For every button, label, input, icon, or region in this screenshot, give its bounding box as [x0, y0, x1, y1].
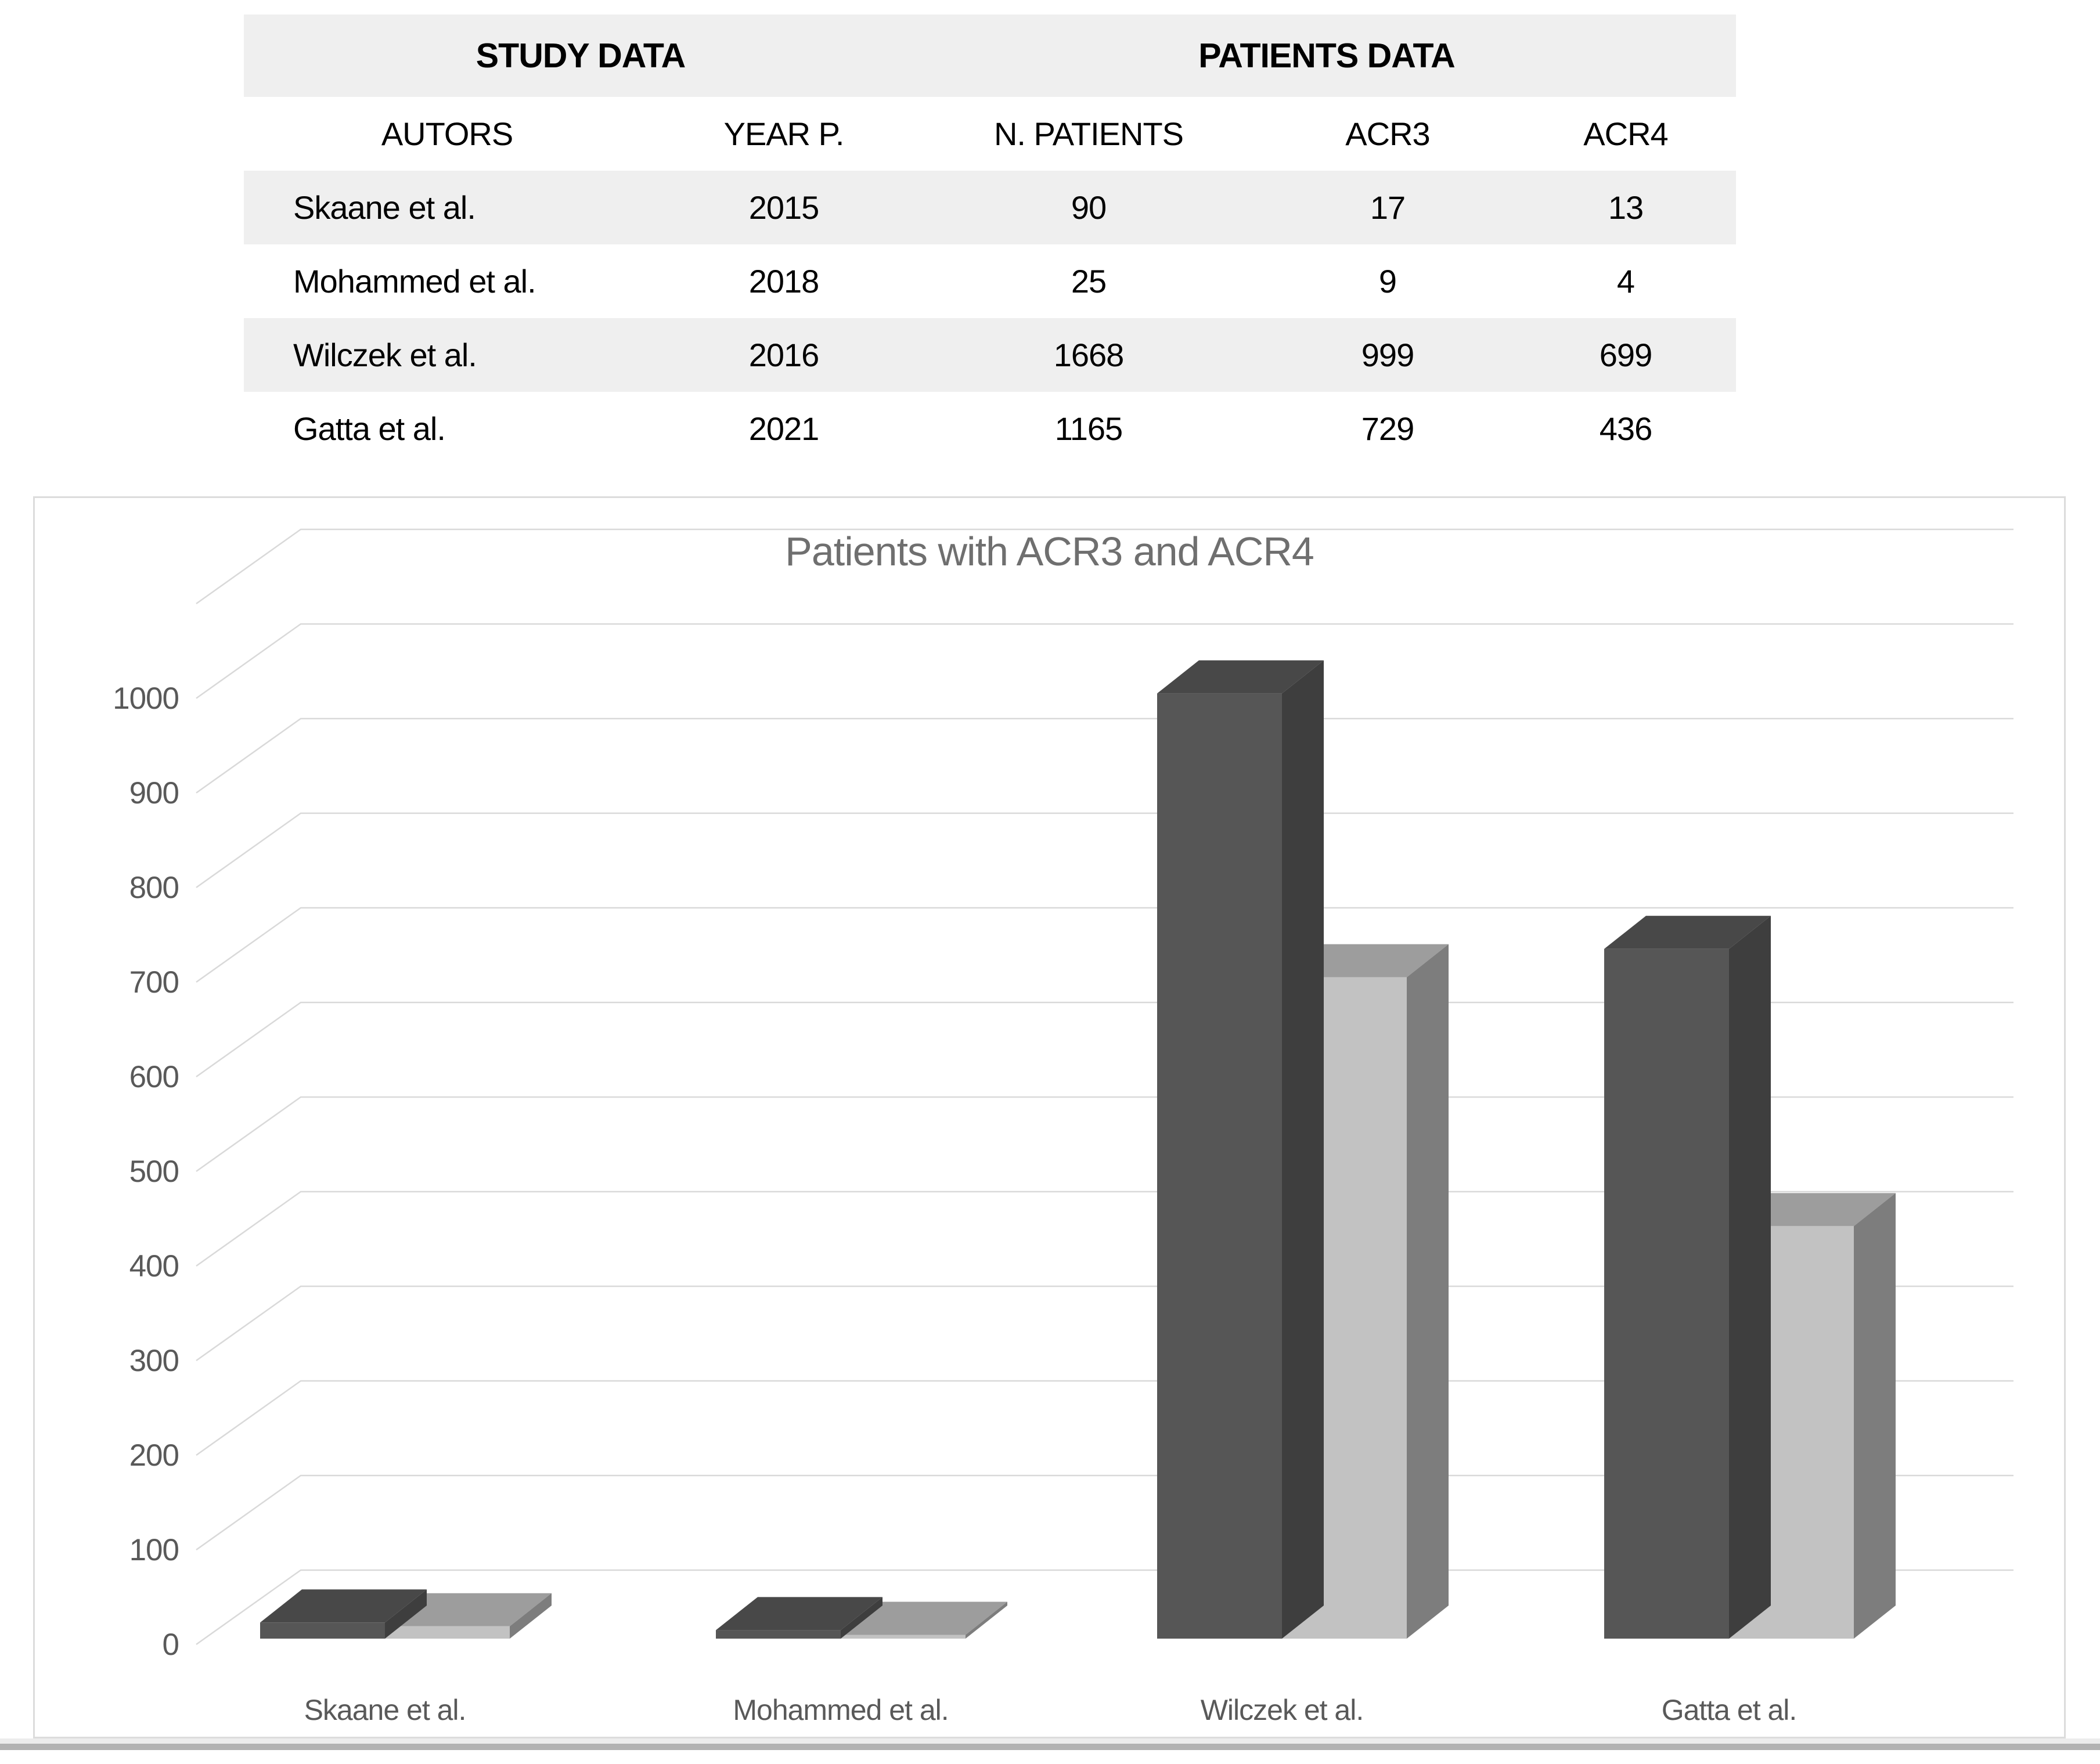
cell-acr4: 699 — [1599, 337, 1652, 373]
cell-autors: Wilczek et al. — [293, 337, 477, 373]
cell-acr3: 729 — [1361, 410, 1414, 447]
cell-acr3: 17 — [1370, 189, 1406, 226]
bar-acr3-gatta-side — [1729, 915, 1771, 1639]
bar-acr4-wilczek-side — [1407, 944, 1449, 1639]
y-tick-label-500: 500 — [129, 1155, 179, 1189]
cell-n_patients: 25 — [1071, 263, 1107, 300]
y-tick-label-400: 400 — [129, 1249, 179, 1283]
gridline-1100 — [196, 528, 2013, 605]
cell-acr4: 4 — [1616, 263, 1635, 300]
bar-acr3-skaane-top — [260, 1589, 427, 1623]
bar-acr3-wilczek-side — [1282, 660, 1324, 1639]
x-category-label-gatta: Gatta et al. — [1662, 1694, 1797, 1726]
bar-acr4-skaane-side — [510, 1593, 552, 1639]
gridline-700 — [196, 907, 2013, 983]
chart-container: Patients with ACR3 and ACR4 0 100 200 300 40… — [33, 496, 2066, 1738]
cell-year: 2015 — [748, 189, 820, 226]
bar-acr4-skaane-front — [385, 1626, 510, 1639]
cell-year: 2016 — [748, 337, 820, 373]
bar-acr3-mohammed-front — [716, 1630, 841, 1639]
table-group-header-row: STUDY DATA PATIENTS DATA — [244, 15, 1736, 97]
bar-acr3-mohammed-side — [841, 1597, 882, 1639]
x-category-label-skaane: Skaane et al. — [304, 1694, 466, 1726]
bottom-divider-dark — [0, 1744, 2100, 1750]
cell-autors: Gatta et al. — [293, 410, 446, 447]
cell-n_patients: 1165 — [1054, 410, 1123, 447]
y-tick-label-300: 300 — [129, 1344, 179, 1378]
chart-title: Patients with ACR3 and ACR4 — [785, 529, 1314, 574]
column-header-acr4: ACR4 — [1583, 116, 1668, 152]
cell-acr4: 436 — [1599, 410, 1652, 447]
y-tick-label-200: 200 — [129, 1438, 179, 1473]
column-header-autors: AUTORS — [381, 116, 513, 152]
column-header-n-patients: N. PATIENTS — [993, 116, 1184, 152]
bar-acr3-wilczek-top — [1157, 660, 1324, 694]
y-tick-label-600: 600 — [129, 1060, 179, 1094]
gridline-800 — [196, 812, 2013, 889]
cell-n_patients: 1668 — [1053, 337, 1125, 373]
column-header-year: YEAR P. — [723, 116, 845, 152]
study-patients-table: STUDY DATA PATIENTS DATA AUTORS YEAR P. … — [244, 15, 1736, 466]
y-tick-label-800: 800 — [129, 871, 179, 905]
bar-acr3-mohammed-top — [716, 1597, 882, 1630]
bar-acr4-gatta-side — [1854, 1193, 1896, 1639]
table-row-gatta: Gatta et al. 2021 1165 729 436 — [244, 392, 1736, 466]
bar-acr3-gatta-front — [1604, 948, 1729, 1639]
y-tick-label-1000: 1000 — [113, 681, 179, 716]
cell-acr4: 13 — [1608, 189, 1644, 226]
bar-acr3-skaane-side — [385, 1589, 427, 1639]
bar-acr3-gatta-top — [1604, 915, 1771, 949]
cell-autors: Mohammed et al. — [293, 263, 536, 300]
y-tick-label-0: 0 — [163, 1628, 179, 1662]
cell-n_patients: 90 — [1071, 189, 1107, 226]
cell-autors: Skaane et al. — [293, 189, 476, 226]
group-header-patients-data: PATIENTS DATA — [1198, 37, 1455, 75]
cell-acr3: 999 — [1361, 337, 1414, 373]
y-tick-label-100: 100 — [129, 1533, 179, 1567]
y-tick-label-700: 700 — [129, 965, 179, 1000]
column-header-acr3: ACR3 — [1345, 116, 1430, 152]
y-tick-label-900: 900 — [129, 776, 179, 810]
cell-acr3: 9 — [1378, 263, 1397, 300]
bar-acr4-mohammed-front — [841, 1635, 966, 1639]
bottom-divider-light — [0, 1738, 2100, 1744]
x-category-label-mohammed: Mohammed et al. — [733, 1694, 948, 1726]
table-row-mohammed: Mohammed et al. 2018 25 9 4 — [244, 244, 1736, 318]
x-category-label-wilczek: Wilczek et al. — [1201, 1694, 1364, 1726]
bar-acr3-wilczek-front — [1157, 693, 1282, 1639]
group-header-study-data: STUDY DATA — [476, 37, 686, 75]
bar-acr4-mohammed-top — [841, 1601, 1007, 1635]
cell-year: 2018 — [748, 263, 820, 300]
gridline-1000 — [196, 623, 2013, 699]
bar-acr4-mohammed-side — [966, 1601, 1007, 1639]
table-body: Skaane et al. 2015 90 17 13 Mohammed et al. 20… — [244, 171, 1736, 466]
gridline-900 — [196, 717, 2013, 794]
bar-acr3-skaane-front — [260, 1622, 385, 1639]
table-row-skaane: Skaane et al. 2015 90 17 13 — [244, 171, 1736, 244]
table-column-header-row: AUTORS YEAR P. N. PATIENTS ACR3 ACR4 — [244, 97, 1736, 171]
bar-chart-3d: 0 100 200 300 400 500 600 700 800 900 1000 Skaane e… — [113, 528, 2013, 1726]
cell-year: 2021 — [748, 410, 820, 447]
table-row-wilczek: Wilczek et al. 2016 1668 999 699 — [244, 318, 1736, 392]
